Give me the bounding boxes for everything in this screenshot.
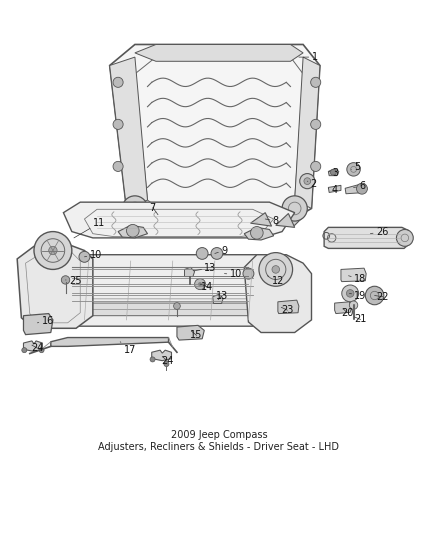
Text: 24: 24 (161, 356, 173, 366)
Text: 9: 9 (215, 246, 227, 255)
Polygon shape (251, 213, 272, 226)
Circle shape (365, 286, 384, 305)
Circle shape (251, 227, 263, 239)
Circle shape (311, 119, 321, 130)
Polygon shape (24, 341, 42, 351)
Text: 2: 2 (307, 179, 317, 189)
Circle shape (22, 348, 27, 353)
Circle shape (300, 174, 315, 189)
Text: 5: 5 (351, 162, 360, 172)
Circle shape (396, 230, 413, 246)
Text: 19: 19 (350, 290, 367, 301)
Polygon shape (244, 255, 311, 333)
Circle shape (346, 289, 354, 297)
Text: 12: 12 (267, 276, 284, 286)
Polygon shape (42, 255, 282, 326)
Polygon shape (152, 350, 172, 361)
Polygon shape (17, 244, 93, 328)
Polygon shape (335, 302, 351, 313)
Text: 1: 1 (299, 52, 318, 62)
Polygon shape (177, 325, 204, 340)
Circle shape (196, 247, 208, 260)
Text: Adjusters, Recliners & Shields - Driver Seat - LHD: Adjusters, Recliners & Shields - Driver … (99, 442, 339, 453)
Circle shape (243, 268, 254, 279)
Text: 10: 10 (224, 270, 242, 279)
Text: 17: 17 (120, 342, 136, 355)
Circle shape (211, 247, 223, 260)
Text: 14: 14 (200, 281, 214, 292)
Polygon shape (51, 337, 169, 346)
Polygon shape (278, 300, 299, 313)
Circle shape (127, 224, 139, 237)
Text: 7: 7 (150, 203, 158, 215)
Polygon shape (341, 268, 366, 281)
Circle shape (122, 196, 148, 221)
Polygon shape (328, 185, 341, 192)
Circle shape (311, 161, 321, 172)
Text: 11: 11 (74, 218, 105, 238)
Circle shape (39, 348, 44, 353)
Circle shape (330, 169, 336, 175)
Text: 22: 22 (374, 292, 389, 302)
Polygon shape (110, 44, 320, 225)
Circle shape (79, 252, 90, 262)
Polygon shape (345, 183, 366, 193)
Polygon shape (295, 57, 320, 208)
Polygon shape (244, 228, 274, 240)
Circle shape (61, 276, 70, 284)
Circle shape (150, 357, 155, 362)
Circle shape (272, 265, 279, 273)
Text: 26: 26 (371, 227, 388, 237)
Text: 24: 24 (31, 343, 43, 353)
Text: 8: 8 (265, 216, 279, 226)
Polygon shape (118, 225, 148, 238)
Polygon shape (184, 268, 194, 277)
Circle shape (357, 183, 367, 194)
Circle shape (173, 303, 180, 309)
Circle shape (342, 285, 359, 302)
Polygon shape (213, 294, 223, 303)
Text: 18: 18 (349, 274, 366, 284)
Circle shape (164, 361, 169, 367)
Circle shape (350, 301, 358, 309)
Polygon shape (51, 303, 269, 316)
Text: 6: 6 (353, 181, 365, 191)
Text: 23: 23 (281, 305, 293, 315)
Circle shape (113, 119, 123, 130)
Polygon shape (324, 228, 410, 248)
Text: 16: 16 (37, 316, 54, 326)
Text: 10: 10 (85, 250, 102, 260)
Text: 20: 20 (341, 308, 353, 318)
Circle shape (347, 163, 360, 176)
Text: 15: 15 (191, 330, 203, 341)
Polygon shape (110, 57, 148, 208)
Text: 4: 4 (328, 185, 337, 196)
Text: 21: 21 (354, 314, 367, 325)
Polygon shape (269, 208, 303, 225)
Text: 3: 3 (329, 168, 339, 177)
Polygon shape (135, 208, 169, 225)
Polygon shape (276, 214, 295, 228)
Circle shape (113, 77, 123, 87)
Text: 13: 13 (216, 291, 228, 301)
Circle shape (282, 196, 307, 221)
Text: 25: 25 (66, 276, 81, 286)
Circle shape (49, 246, 57, 255)
Text: 2009 Jeep Compass: 2009 Jeep Compass (171, 430, 267, 440)
Polygon shape (64, 202, 295, 238)
Circle shape (311, 77, 321, 87)
Circle shape (194, 279, 205, 289)
Circle shape (304, 178, 311, 184)
Circle shape (113, 161, 123, 172)
Circle shape (259, 253, 293, 286)
Text: 13: 13 (194, 263, 216, 273)
Circle shape (34, 231, 72, 270)
Polygon shape (328, 168, 339, 176)
Circle shape (198, 282, 202, 286)
Polygon shape (135, 44, 303, 61)
Polygon shape (24, 313, 53, 335)
